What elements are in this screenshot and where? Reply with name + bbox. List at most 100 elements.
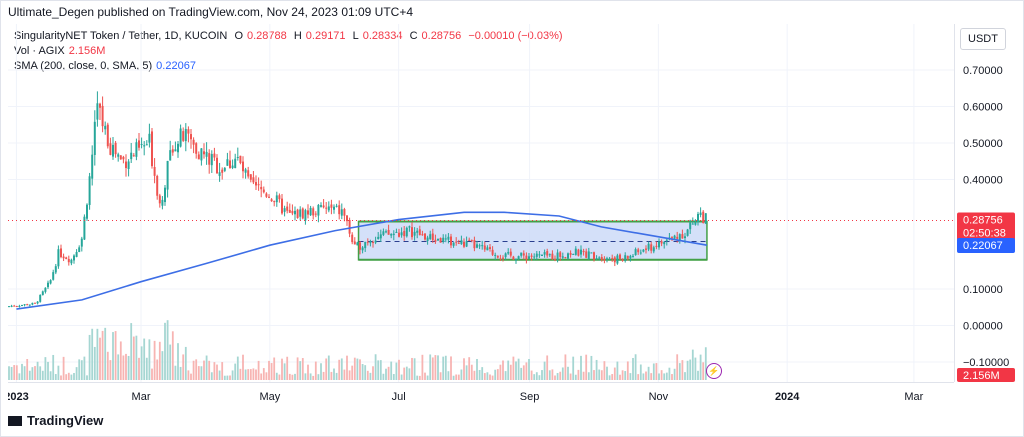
candle-body[interactable]: [67, 258, 70, 263]
candle-body[interactable]: [156, 175, 159, 196]
candle-body[interactable]: [283, 208, 286, 212]
candle-body[interactable]: [314, 213, 317, 215]
candle-body[interactable]: [694, 222, 697, 225]
candle-body[interactable]: [535, 253, 538, 257]
candle-body[interactable]: [457, 242, 460, 244]
candle-body[interactable]: [80, 238, 83, 247]
candle-body[interactable]: [208, 153, 211, 165]
candle-body[interactable]: [678, 234, 681, 241]
candle-body[interactable]: [468, 239, 471, 241]
candle-body[interactable]: [132, 155, 135, 157]
candle-body[interactable]: [122, 156, 125, 160]
candle-body[interactable]: [546, 251, 549, 256]
candle-body[interactable]: [226, 159, 229, 166]
candle-body[interactable]: [681, 234, 684, 239]
candle-body[interactable]: [372, 241, 374, 243]
candle-body[interactable]: [491, 249, 494, 255]
candle-body[interactable]: [587, 251, 590, 260]
candle-body[interactable]: [702, 211, 705, 223]
candle-body[interactable]: [130, 152, 133, 160]
candle-body[interactable]: [291, 210, 294, 214]
candle-body[interactable]: [301, 208, 304, 219]
sma-label[interactable]: SMA (200, close, 0, SMA, 5): [14, 60, 153, 72]
candle-body[interactable]: [499, 258, 502, 260]
candle-body[interactable]: [496, 255, 499, 258]
candle-body[interactable]: [608, 258, 611, 260]
candle-body[interactable]: [405, 227, 408, 237]
candle-body[interactable]: [210, 154, 213, 166]
volume-label[interactable]: Vol · AGIX: [14, 45, 65, 57]
candle-body[interactable]: [533, 256, 536, 258]
candle-body[interactable]: [200, 148, 203, 161]
candle-body[interactable]: [392, 233, 395, 236]
candle-body[interactable]: [642, 249, 645, 252]
candle-body[interactable]: [512, 256, 515, 260]
candle-body[interactable]: [312, 208, 315, 216]
candle-body[interactable]: [379, 234, 382, 239]
candle-body[interactable]: [429, 234, 432, 239]
candle-body[interactable]: [158, 195, 161, 204]
candle-body[interactable]: [577, 249, 580, 256]
candle-body[interactable]: [634, 249, 637, 256]
candle-body[interactable]: [418, 229, 421, 236]
candle-body[interactable]: [465, 241, 468, 247]
candle-body[interactable]: [374, 240, 377, 243]
candle-body[interactable]: [366, 241, 369, 243]
candle-body[interactable]: [143, 145, 146, 147]
candle-body[interactable]: [218, 172, 221, 176]
candle-body[interactable]: [470, 240, 473, 242]
candle-body[interactable]: [304, 210, 307, 221]
candle-body[interactable]: [455, 241, 458, 243]
candle-body[interactable]: [403, 230, 406, 237]
candle-body[interactable]: [320, 205, 322, 207]
candle-body[interactable]: [60, 248, 62, 258]
candle-body[interactable]: [444, 238, 447, 240]
candle-body[interactable]: [616, 255, 619, 264]
candle-body[interactable]: [273, 201, 276, 203]
candle-body[interactable]: [486, 247, 489, 251]
candle-body[interactable]: [177, 143, 179, 153]
candle-body[interactable]: [431, 233, 434, 241]
candle-body[interactable]: [447, 236, 450, 240]
candle-body[interactable]: [494, 254, 497, 256]
candle-body[interactable]: [655, 245, 658, 247]
candle-body[interactable]: [26, 304, 29, 306]
candle-body[interactable]: [515, 259, 517, 261]
candle-body[interactable]: [31, 302, 34, 305]
candle-body[interactable]: [538, 254, 541, 256]
candle-body[interactable]: [489, 247, 491, 250]
candle-body[interactable]: [299, 209, 302, 217]
candle-body[interactable]: [528, 256, 530, 259]
candle-body[interactable]: [244, 169, 247, 173]
candle-body[interactable]: [138, 140, 140, 148]
candle-body[interactable]: [582, 250, 585, 253]
candle-body[interactable]: [691, 223, 694, 225]
candle-body[interactable]: [585, 251, 588, 258]
candle-body[interactable]: [382, 231, 385, 235]
candle-body[interactable]: [234, 158, 237, 169]
candle-body[interactable]: [629, 255, 632, 259]
candle-body[interactable]: [593, 252, 595, 260]
candle-body[interactable]: [229, 160, 231, 169]
candle-body[interactable]: [673, 235, 676, 239]
candle-body[interactable]: [595, 258, 598, 260]
candle-body[interactable]: [697, 213, 699, 223]
candle-body[interactable]: [18, 305, 21, 307]
candle-body[interactable]: [481, 245, 484, 247]
candle-body[interactable]: [195, 143, 198, 154]
candle-body[interactable]: [184, 128, 187, 142]
candle-body[interactable]: [338, 205, 341, 215]
candle-body[interactable]: [83, 216, 86, 240]
candle-body[interactable]: [161, 199, 164, 206]
candle-body[interactable]: [613, 257, 616, 263]
candle-body[interactable]: [166, 160, 169, 190]
candle-body[interactable]: [239, 155, 242, 164]
candle-body[interactable]: [517, 256, 520, 260]
candle-body[interactable]: [49, 280, 52, 284]
candle-body[interactable]: [522, 253, 525, 256]
candle-body[interactable]: [353, 241, 356, 245]
candle-body[interactable]: [348, 220, 351, 234]
candle-body[interactable]: [327, 206, 330, 211]
candle-body[interactable]: [421, 234, 424, 236]
candle-body[interactable]: [426, 237, 429, 242]
